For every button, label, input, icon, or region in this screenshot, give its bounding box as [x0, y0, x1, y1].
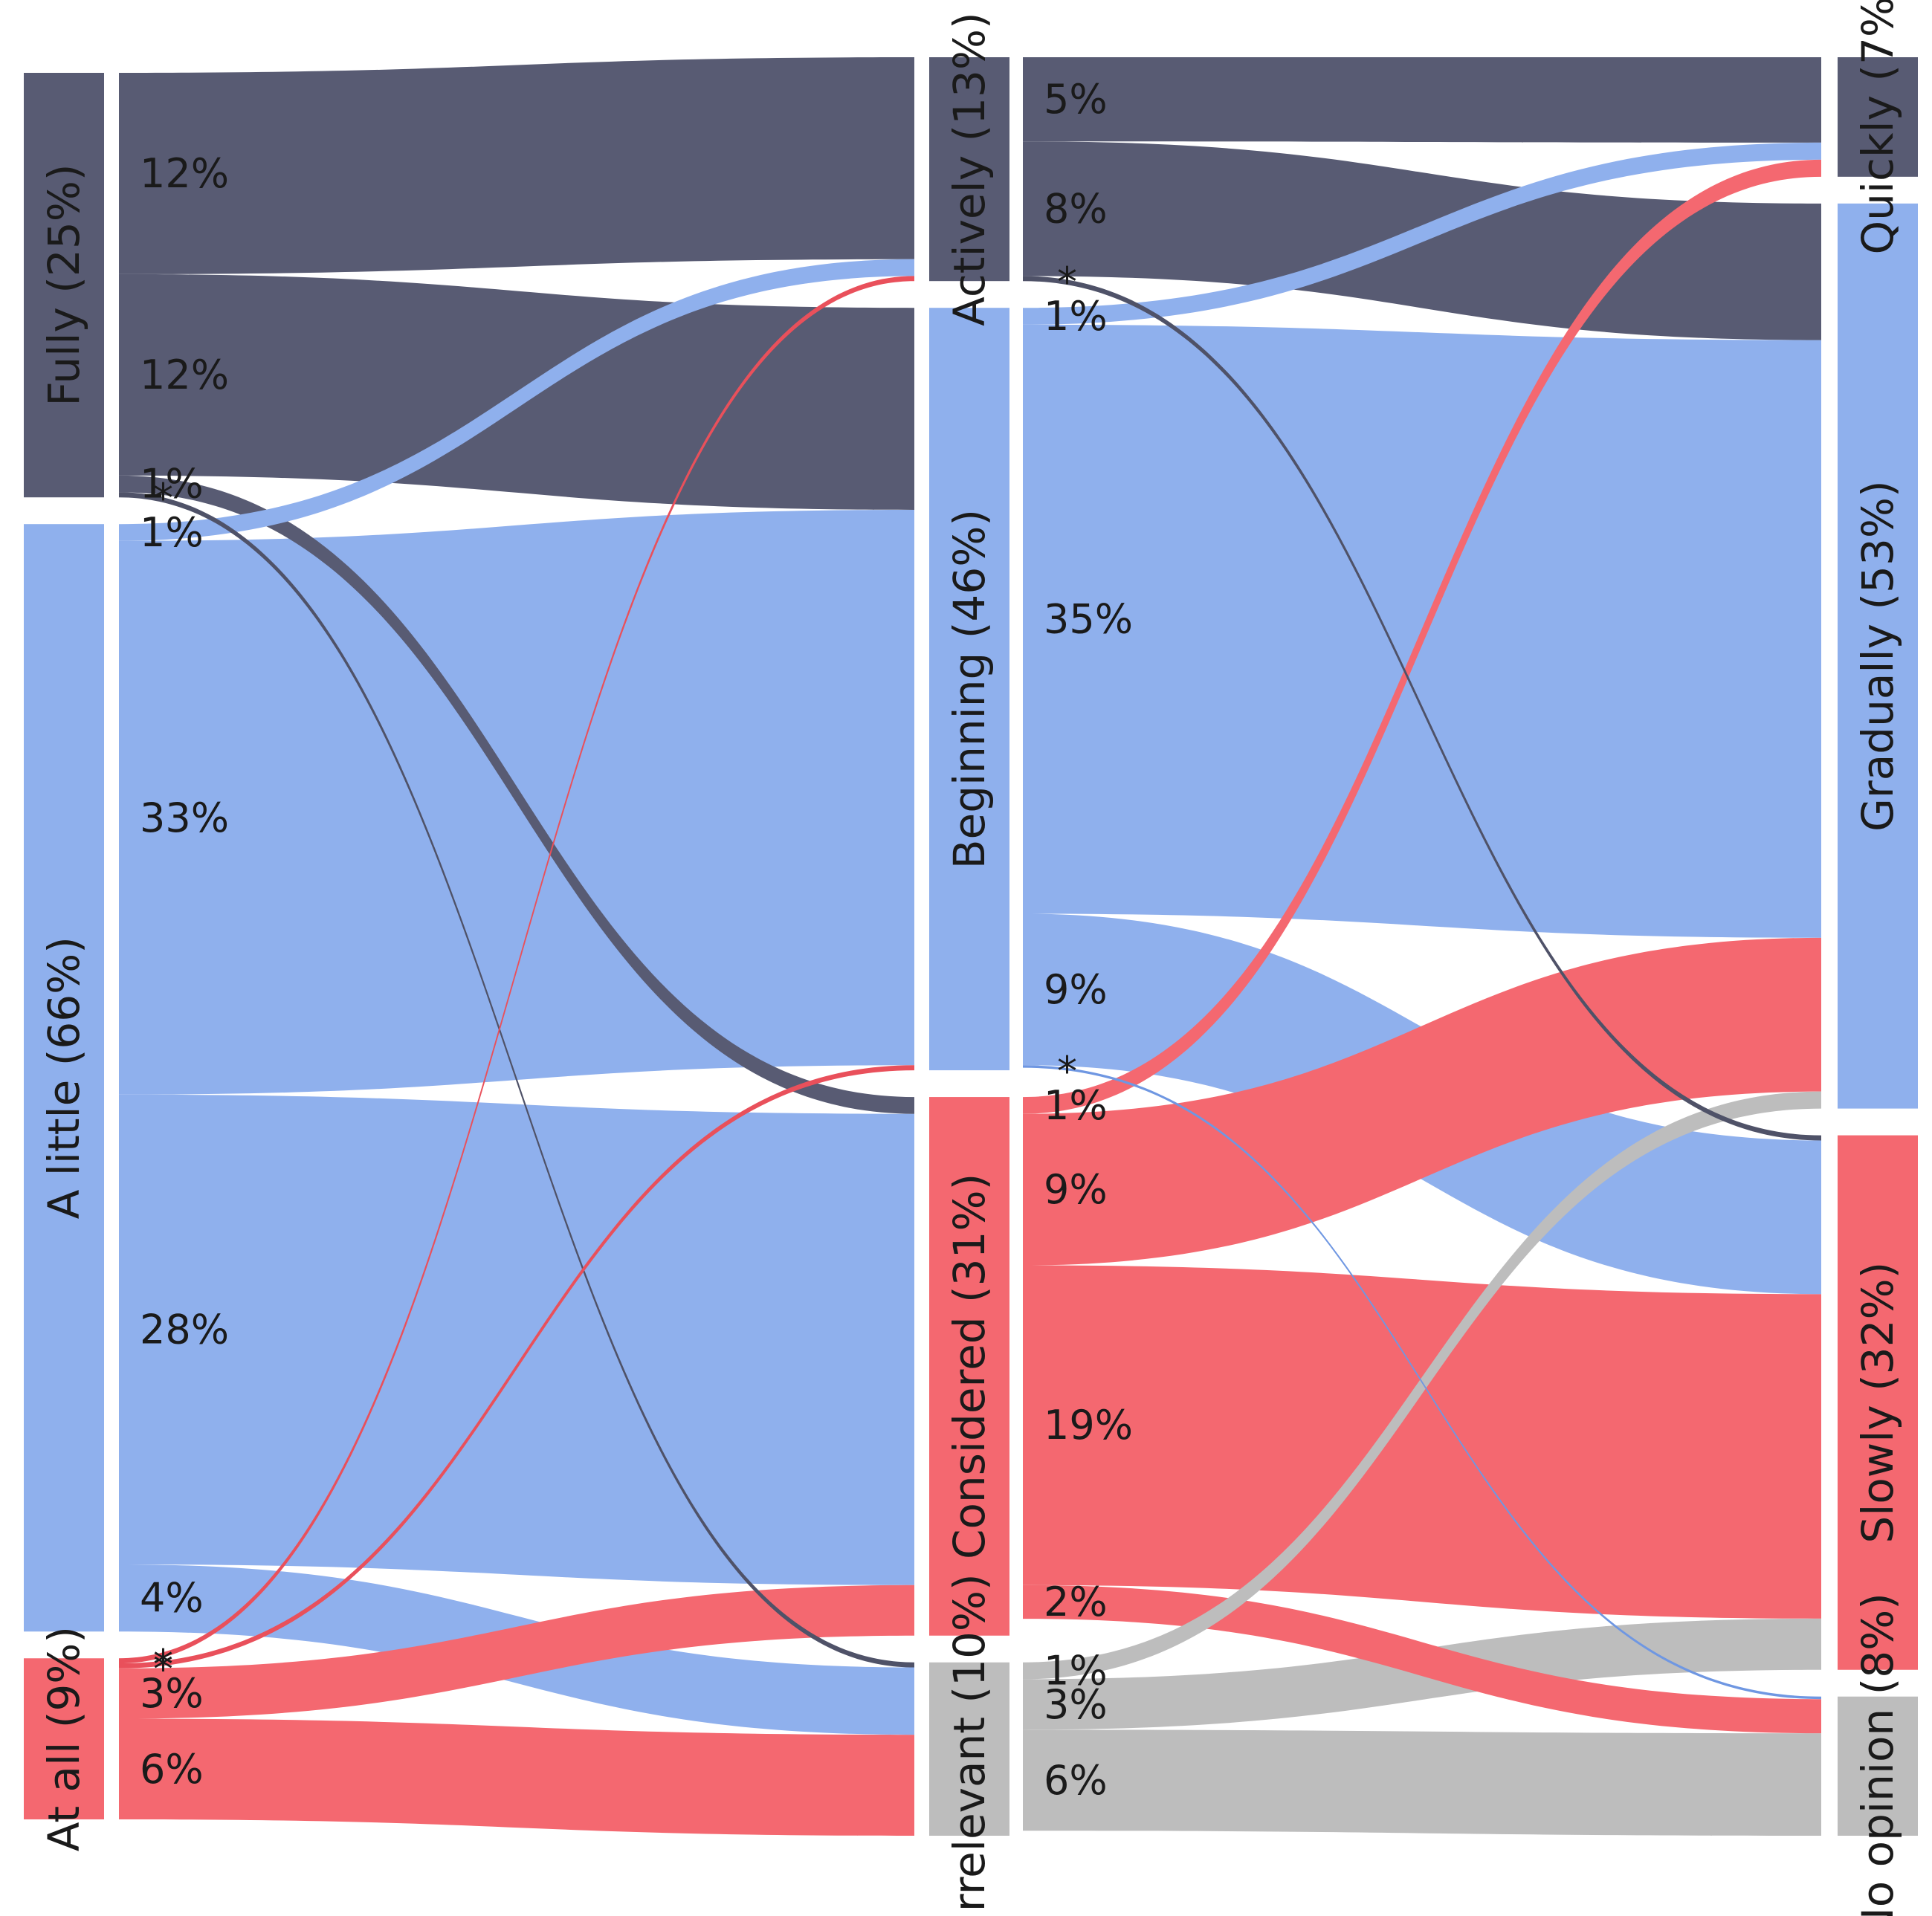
node-label-fully: Fully (25%)	[39, 164, 89, 407]
links-layer	[119, 57, 1821, 1836]
link-label-beginning-to-slowly: 9%	[1044, 966, 1108, 1013]
node-bar-atall	[24, 1658, 104, 1819]
node-bar-fully	[24, 73, 104, 498]
link-label-fully-to-beginning: 12%	[140, 352, 229, 398]
link-label-considered-to-quickly: 1%	[1044, 1082, 1108, 1129]
link-label-irrelevant-to-noopinion: 6%	[1044, 1757, 1108, 1804]
link-label-considered-to-slowly: 19%	[1044, 1402, 1133, 1449]
node-label-gradually: Gradually (53%)	[1852, 480, 1903, 832]
link-considered-to-quickly	[1023, 159, 1821, 1114]
link-alittle-to-actively	[119, 259, 914, 541]
link-label-beginning-to-gradually: 35%	[1044, 596, 1133, 643]
nodes-layer	[24, 57, 1918, 1836]
link-label-fully-to-actively: 12%	[140, 150, 229, 197]
link-label-considered-to-noopinion: 2%	[1044, 1579, 1108, 1625]
link-label-atall-to-actively: *	[153, 1641, 173, 1688]
link-beginning-to-quickly	[1023, 142, 1821, 325]
link-label-beginning-to-noopinion: *	[1057, 1048, 1077, 1095]
link-label-alittle-to-considered: 28%	[140, 1306, 229, 1353]
link-label-fully-to-considered: 1%	[140, 461, 204, 508]
link-label-atall-to-irrelevant: 6%	[140, 1746, 204, 1793]
node-label-beginning: Beginning (46%)	[944, 509, 995, 869]
link-label-actively-to-quickly: 5%	[1044, 76, 1108, 123]
node-bar-considered	[929, 1097, 1009, 1636]
link-label-alittle-to-irrelevant: 4%	[140, 1575, 204, 1622]
node-label-alittle: A little (66%)	[39, 936, 89, 1219]
link-considered-to-gradually	[1023, 937, 1821, 1266]
link-fully-to-actively	[119, 57, 914, 274]
node-label-irrelevant: Irrelevant (10%)	[944, 1573, 995, 1916]
link-atall-to-beginning	[119, 1065, 914, 1669]
node-label-actively: Actively (13%)	[944, 12, 995, 326]
link-label-beginning-to-quickly: 1%	[1044, 293, 1108, 340]
link-label-considered-to-gradually: 9%	[1044, 1166, 1108, 1213]
link-label-actively-to-slowly: *	[1057, 259, 1077, 305]
node-bar-actively	[929, 57, 1009, 282]
link-label-fully-to-irrelevant: *	[153, 475, 173, 522]
node-label-quickly: Quickly (7%)	[1852, 0, 1903, 254]
link-atall-to-actively	[119, 276, 914, 1664]
node-bar-gradually	[1838, 203, 1918, 1109]
link-considered-to-noopinion	[1023, 1585, 1821, 1734]
node-label-slowly: Slowly (32%)	[1852, 1262, 1903, 1544]
link-irrelevant-to-gradually	[1023, 1091, 1821, 1680]
node-bar-beginning	[929, 308, 1009, 1071]
link-atall-to-irrelevant	[119, 1718, 914, 1836]
link-fully-to-considered	[119, 475, 914, 1114]
node-bar-slowly	[1838, 1135, 1918, 1670]
link-actively-to-quickly	[1023, 57, 1821, 143]
link-actively-to-slowly	[1023, 276, 1821, 1141]
node-bar-alittle	[24, 524, 104, 1632]
link-label-alittle-to-beginning: 33%	[140, 794, 229, 841]
node-label-noopinion: No opinion (8%)	[1852, 1593, 1903, 1916]
link-label-atall-to-beginning: *	[153, 1646, 173, 1693]
link-label-irrelevant-to-gradually: 1%	[1044, 1648, 1108, 1695]
link-label-irrelevant-to-slowly: 3%	[1044, 1681, 1108, 1728]
node-bar-irrelevant	[929, 1662, 1009, 1836]
node-bar-noopinion	[1838, 1696, 1918, 1836]
link-label-alittle-to-actively: 1%	[140, 509, 204, 556]
link-considered-to-slowly	[1023, 1265, 1821, 1619]
link-irrelevant-to-noopinion	[1023, 1729, 1821, 1836]
link-atall-to-considered	[119, 1585, 914, 1719]
node-label-considered: Considered (31%)	[944, 1174, 995, 1559]
link-beginning-to-noopinion	[1023, 1065, 1821, 1700]
link-label-actively-to-gradually: 8%	[1044, 185, 1108, 232]
labels-layer: Fully (25%) A little (66%) At all (9%) Acti…	[39, 0, 1903, 1916]
node-bar-quickly	[1838, 57, 1918, 177]
link-fully-to-irrelevant	[119, 492, 914, 1668]
link-alittle-to-considered	[119, 1094, 914, 1585]
link-label-atall-to-considered: 3%	[140, 1670, 204, 1717]
node-label-atall: At all (9%)	[39, 1626, 89, 1851]
